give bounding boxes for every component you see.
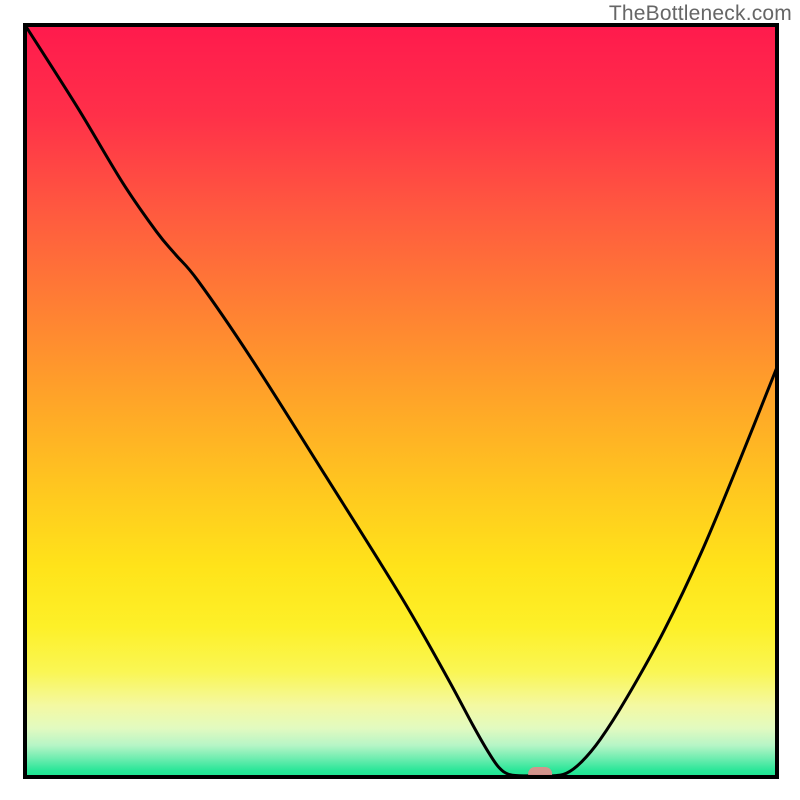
plot-background xyxy=(25,25,777,777)
watermark-label: TheBottleneck.com xyxy=(609,2,792,26)
bottleneck-chart xyxy=(0,0,800,800)
chart-container: TheBottleneck.com xyxy=(0,0,800,800)
